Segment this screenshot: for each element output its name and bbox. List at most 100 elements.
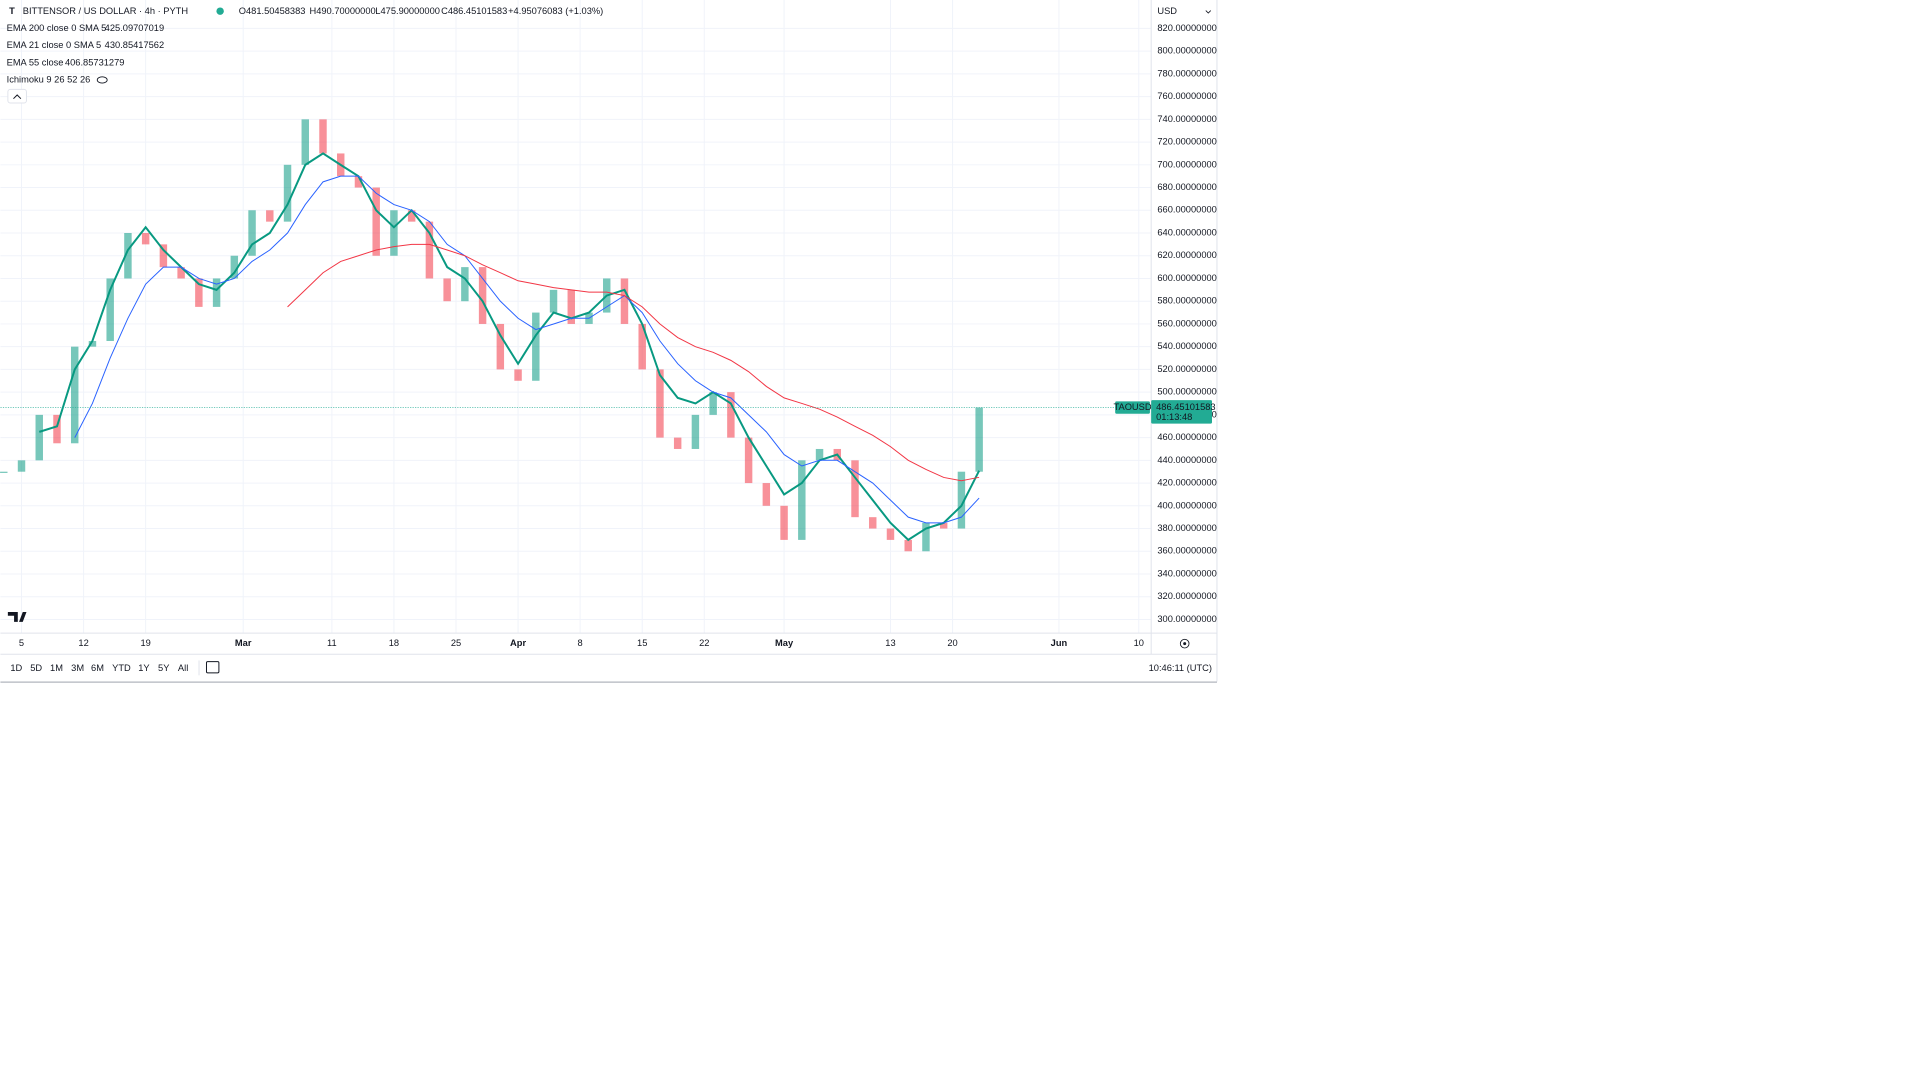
range-button[interactable]: 5Y bbox=[158, 663, 169, 673]
y-tick-label: 600.00000000 bbox=[1157, 273, 1216, 283]
candle bbox=[957, 471, 966, 529]
range-button[interactable]: 3M bbox=[71, 663, 84, 673]
currency-caret bbox=[1205, 10, 1212, 14]
candle bbox=[975, 407, 983, 472]
market-status bbox=[216, 7, 224, 15]
y-tick-label: 460.00000000 bbox=[1157, 432, 1216, 442]
x-tick-label: 18 bbox=[389, 638, 399, 648]
candle bbox=[443, 278, 451, 302]
bottom-toolbar: 1D 5D 1M 3M 6M YTD 1Y 5Y All bbox=[10, 660, 200, 676]
candle bbox=[407, 210, 416, 222]
candle bbox=[780, 505, 788, 540]
candle bbox=[70, 346, 79, 444]
range-button[interactable]: All bbox=[178, 663, 188, 673]
moving-average-line bbox=[38, 152, 981, 542]
candle bbox=[390, 210, 398, 256]
candle bbox=[744, 437, 753, 484]
range-button[interactable]: 1M bbox=[50, 663, 63, 673]
y-tick-label: 400.00000000 bbox=[1157, 500, 1216, 510]
candle bbox=[319, 119, 327, 154]
candle bbox=[620, 278, 629, 324]
candle bbox=[230, 255, 239, 279]
candle bbox=[869, 517, 877, 529]
candle bbox=[532, 312, 540, 381]
indicator-value: 425.09707019 bbox=[105, 23, 164, 33]
currency-selector[interactable]: USD bbox=[1157, 6, 1177, 16]
ohlc-value: H490.70000000 bbox=[310, 6, 376, 16]
y-tick-label: 440.00000000 bbox=[1157, 455, 1216, 465]
candle bbox=[939, 522, 948, 529]
x-tick-label: Jun bbox=[1051, 638, 1068, 648]
ohlc-value: O481.50458383 bbox=[239, 6, 306, 16]
y-tick-label: 720.00000000 bbox=[1157, 137, 1216, 147]
candle bbox=[549, 289, 558, 313]
indicator-name: EMA 21 close 0 SMA 5 bbox=[7, 40, 102, 50]
collapse-button[interactable] bbox=[7, 88, 27, 104]
y-tick-label: 820.00000000 bbox=[1157, 23, 1216, 33]
y-tick-label: 580.00000000 bbox=[1157, 296, 1216, 306]
candle bbox=[461, 267, 469, 302]
y-tick-label: 540.00000000 bbox=[1157, 341, 1216, 351]
candle bbox=[372, 187, 380, 256]
range-button[interactable]: YTD bbox=[112, 663, 131, 673]
y-tick-label: 560.00000000 bbox=[1157, 318, 1216, 328]
candle bbox=[815, 448, 824, 461]
date-range-icon[interactable] bbox=[205, 661, 220, 674]
candle bbox=[159, 244, 168, 268]
candle bbox=[904, 539, 912, 552]
x-tick-label: 15 bbox=[637, 638, 647, 648]
price-tag bbox=[1151, 400, 1212, 424]
indicator-value: 406.85731279 bbox=[65, 57, 124, 67]
candle bbox=[656, 369, 664, 438]
candle bbox=[53, 414, 61, 444]
candle bbox=[886, 528, 895, 540]
y-tick-label: 700.00000000 bbox=[1157, 159, 1216, 169]
y-tick-label: 320.00000000 bbox=[1157, 591, 1216, 601]
candle bbox=[354, 176, 363, 188]
symbol-title[interactable]: BITTENSOR / US DOLLAR · 4h · PYTH bbox=[23, 6, 188, 16]
x-tick-label: 10 bbox=[1134, 638, 1144, 648]
ohlc-value: L475.90000000 bbox=[375, 6, 440, 16]
symbol-tag-label: TAOUSD bbox=[1114, 402, 1152, 412]
ohlc-value: C486.45101583 bbox=[441, 6, 507, 16]
x-tick-label: 5 bbox=[19, 638, 24, 648]
axis-settings-dot bbox=[1183, 642, 1187, 646]
ohlc-value: +4.95076083 (+1.03%) bbox=[508, 6, 603, 16]
y-tick-label: 640.00000000 bbox=[1157, 227, 1216, 237]
y-tick-label: 800.00000000 bbox=[1157, 46, 1216, 56]
candle bbox=[851, 460, 859, 518]
range-button[interactable]: 1D bbox=[10, 663, 22, 673]
price-tag-label: 486.45101583 bbox=[1156, 402, 1215, 412]
x-tick-label: 13 bbox=[885, 638, 895, 648]
indicator-name: EMA 55 close bbox=[7, 57, 64, 67]
symbol-tag bbox=[1115, 401, 1150, 414]
candle bbox=[727, 392, 735, 438]
candle bbox=[673, 437, 682, 449]
y-tick-label: 660.00000000 bbox=[1157, 205, 1216, 215]
candle bbox=[124, 233, 132, 279]
candle bbox=[248, 210, 256, 256]
moving-average-line bbox=[287, 243, 980, 482]
y-tick-label: 520.00000000 bbox=[1157, 364, 1216, 374]
y-tick-label: 360.00000000 bbox=[1157, 546, 1216, 556]
range-button[interactable]: 1Y bbox=[138, 663, 149, 673]
y-tick-label: 620.00000000 bbox=[1157, 250, 1216, 260]
candle bbox=[478, 267, 487, 324]
candle bbox=[141, 233, 150, 245]
candle bbox=[195, 278, 203, 307]
candle bbox=[88, 340, 97, 347]
range-button[interactable]: 6M bbox=[91, 663, 104, 673]
candle bbox=[496, 323, 505, 370]
x-tick-label: 22 bbox=[699, 638, 709, 648]
y-tick-label: 680.00000000 bbox=[1157, 182, 1216, 192]
candle bbox=[212, 278, 221, 307]
clock: 10:46:11 (UTC) bbox=[1149, 663, 1212, 673]
ohlc-values: O481.50458383 H490.70000000 L475.90000000 C… bbox=[239, 6, 604, 16]
axis-settings[interactable] bbox=[1179, 638, 1190, 649]
plot-area bbox=[0, 119, 1152, 552]
range-button[interactable]: 5D bbox=[30, 663, 42, 673]
y-tick-label: 740.00000000 bbox=[1157, 114, 1216, 124]
y-tick-label: 760.00000000 bbox=[1157, 91, 1216, 101]
